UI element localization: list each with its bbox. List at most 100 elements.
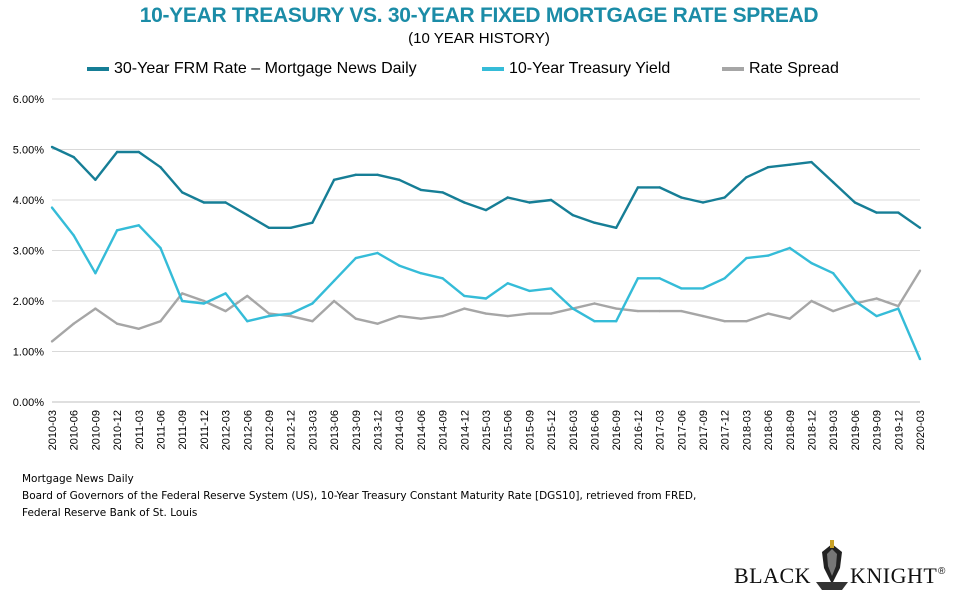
- data-point: [159, 166, 162, 169]
- data-point: [246, 213, 249, 217]
- data-point: [441, 314, 444, 318]
- data-point: [810, 299, 813, 303]
- x-tick-label: 2010-06: [69, 410, 81, 450]
- data-point: [723, 277, 726, 280]
- x-tick-label: 2019-09: [872, 410, 884, 450]
- data-point: [354, 173, 357, 176]
- data-point: [115, 150, 119, 154]
- data-point: [506, 314, 509, 318]
- data-point: [875, 211, 878, 214]
- data-point: [246, 294, 249, 298]
- y-axis-tick-labels: 0.00% 1.00% 2.00% 3.00% 4.00% 5.00% 6.00%: [13, 94, 44, 409]
- data-point: [810, 261, 813, 265]
- data-point: [788, 163, 791, 166]
- legend-swatch-frm: [87, 67, 109, 71]
- data-point: [658, 186, 661, 189]
- data-point: [332, 299, 336, 303]
- chart-series-lines: [50, 145, 922, 361]
- data-point: [50, 206, 54, 209]
- data-point: [506, 196, 509, 199]
- data-point: [788, 317, 791, 320]
- series-line-spread: [51, 270, 922, 343]
- legend-label-spread: Rate Spread: [749, 60, 839, 77]
- logo-registered-mark: ®: [938, 566, 946, 577]
- data-point: [398, 178, 401, 181]
- data-point: [680, 287, 683, 290]
- x-tick-label: 2011-03: [134, 410, 146, 450]
- chart-sources: Mortgage News Daily Board of Governors o…: [22, 471, 696, 522]
- x-tick-label: 2015-09: [524, 410, 536, 450]
- data-point: [615, 320, 618, 323]
- data-point: [593, 221, 596, 224]
- x-tick-label: 2011-12: [199, 410, 211, 450]
- y-tick-label: 3.00%: [13, 246, 44, 258]
- series-line-treasury: [51, 206, 922, 360]
- data-point: [419, 272, 423, 275]
- x-tick-label: 2012-12: [286, 410, 298, 450]
- data-point: [332, 279, 336, 282]
- data-point: [181, 299, 184, 303]
- x-tick-label: 2015-03: [481, 410, 493, 450]
- data-point: [94, 307, 97, 310]
- data-point: [398, 264, 401, 267]
- data-point: [181, 191, 184, 194]
- data-point: [658, 277, 661, 280]
- x-tick-label: 2017-06: [676, 410, 688, 450]
- y-tick-label: 5.00%: [13, 145, 44, 157]
- y-tick-label: 4.00%: [13, 195, 44, 207]
- black-knight-logo: BLACK KNIGHT ®: [734, 540, 946, 590]
- data-point: [354, 317, 357, 320]
- data-point: [202, 302, 206, 305]
- data-point: [137, 327, 140, 330]
- data-point: [224, 292, 227, 295]
- data-point: [701, 201, 705, 204]
- data-point: [506, 282, 509, 285]
- y-tick-label: 6.00%: [13, 94, 44, 106]
- data-point: [94, 272, 97, 275]
- data-point: [484, 312, 488, 315]
- data-point: [897, 211, 900, 214]
- data-point: [246, 320, 249, 323]
- x-tick-label: 2017-12: [720, 410, 732, 450]
- y-tick-label: 0.00%: [13, 397, 44, 409]
- x-tick-label: 2014-09: [438, 410, 450, 450]
- y-tick-label: 1.00%: [13, 347, 44, 359]
- data-point: [484, 208, 488, 212]
- x-tick-label: 2014-03: [394, 410, 406, 450]
- data-point: [267, 314, 271, 318]
- chart-title: 10-YEAR TREASURY VS. 30-YEAR FIXED MORTG…: [139, 4, 819, 27]
- data-point: [636, 186, 640, 189]
- x-tick-label: 2018-12: [807, 410, 819, 450]
- legend-label-frm: 30-Year FRM Rate – Mortgage News Daily: [114, 60, 417, 77]
- data-point: [918, 226, 922, 229]
- x-tick-label: 2012-06: [242, 410, 254, 450]
- chart-legend: 30-Year FRM Rate – Mortgage News Daily 1…: [0, 60, 958, 82]
- data-point: [224, 309, 227, 313]
- data-point: [159, 246, 162, 250]
- x-tick-label: 2018-09: [785, 410, 797, 450]
- x-tick-label: 2010-12: [112, 410, 124, 450]
- chart-subtitle: (10 YEAR HISTORY): [408, 30, 550, 47]
- legend-item-treasury: 10-Year Treasury Yield: [482, 60, 670, 78]
- data-point: [853, 201, 857, 204]
- x-tick-label: 2010-03: [47, 410, 59, 450]
- data-point: [181, 292, 184, 295]
- data-point: [680, 196, 683, 199]
- x-tick-label: 2017-09: [698, 410, 710, 450]
- data-point: [745, 320, 748, 323]
- data-point: [311, 302, 314, 305]
- data-point: [484, 297, 488, 300]
- x-tick-label: 2014-12: [459, 410, 471, 450]
- data-point: [549, 198, 553, 202]
- x-tick-label: 2016-06: [590, 410, 602, 450]
- data-point: [94, 178, 97, 181]
- data-point: [463, 201, 466, 204]
- x-tick-label: 2017-03: [655, 410, 667, 450]
- x-tick-label: 2018-06: [763, 410, 775, 450]
- data-point: [832, 309, 835, 313]
- data-point: [810, 160, 813, 164]
- data-point: [766, 254, 770, 257]
- x-tick-label: 2012-09: [264, 410, 276, 450]
- data-point: [615, 307, 618, 310]
- x-tick-label: 2011-06: [156, 410, 168, 450]
